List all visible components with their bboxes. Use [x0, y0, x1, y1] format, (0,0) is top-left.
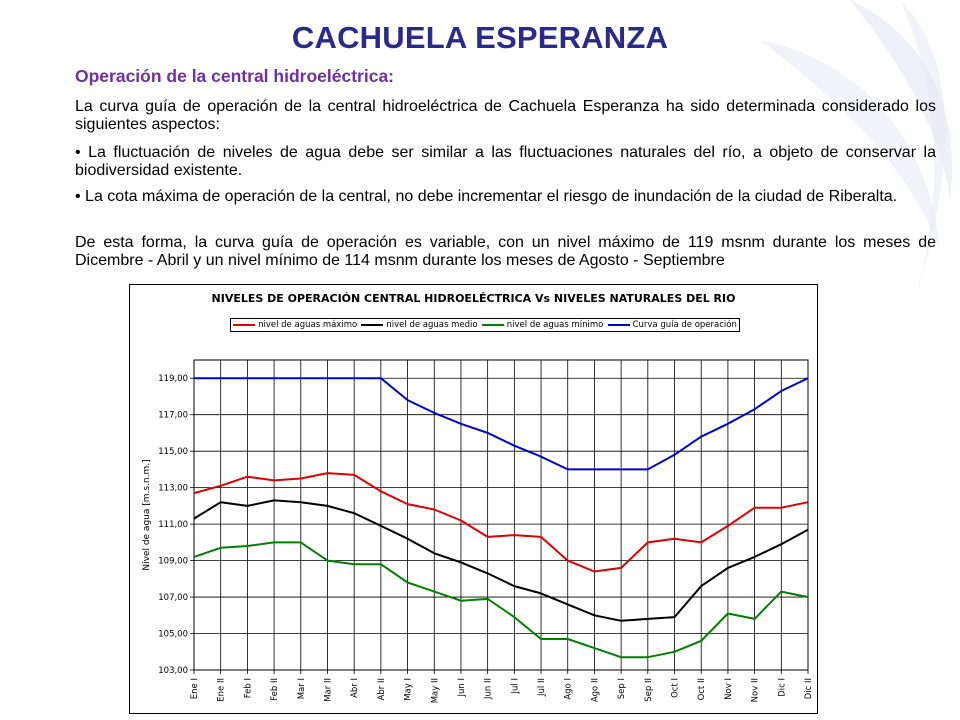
- x-tick-label: Feb I: [243, 678, 253, 698]
- legend-item-mean: nivel de aguas medio: [361, 320, 478, 330]
- plot-frame: [193, 359, 809, 671]
- y-tick-label: 115,00: [158, 447, 188, 457]
- x-tick-label: Dic I: [777, 678, 787, 697]
- legend-item-max: nivel de aguas máximo: [233, 320, 357, 330]
- chart-container: NIVELES DE OPERACIÓN CENTRAL HIDROELÉCTR…: [129, 284, 818, 714]
- series-line-mean: [193, 499, 809, 622]
- y-tick-label: 109,00: [158, 557, 188, 567]
- slide-title: CACHUELA ESPERANZA: [291, 20, 669, 55]
- y-axis-label: Nivel de agua [m.s.n.m.]: [142, 459, 152, 570]
- chart-title: NIVELES DE OPERACIÓN CENTRAL HIDROELÉCTR…: [211, 292, 736, 305]
- legend-item-guide: Curva guía de operación: [607, 320, 737, 330]
- bullet-biodiversity: • La fluctuación de niveles de agua debe…: [75, 144, 936, 179]
- x-tick-label: Abr II: [377, 678, 387, 700]
- paragraph-intro: La curva guía de operación de la central…: [75, 98, 936, 133]
- x-tick-label: Ene I: [190, 678, 200, 699]
- legend-label-max: nivel de aguas máximo: [258, 320, 358, 330]
- x-tick-label: Jun I: [457, 678, 467, 698]
- x-tick-label: Oct I: [671, 678, 681, 698]
- series-line-guide: [194, 377, 809, 471]
- y-tick-label: 103,00: [158, 666, 188, 676]
- y-tick-label: 107,00: [158, 593, 188, 603]
- legend-item-min: nivel de aguas mínimo: [481, 320, 604, 330]
- x-tick-label: May I: [404, 678, 414, 701]
- x-tick-label: Feb II: [270, 678, 280, 701]
- series-line-max: [193, 472, 809, 573]
- legend-swatch-max: [233, 324, 256, 326]
- x-tick-label: Sep II: [644, 678, 654, 702]
- series-line-min: [193, 541, 809, 659]
- x-tick-label: Ago I: [564, 678, 574, 700]
- x-tick-label: Jul I: [510, 678, 520, 694]
- x-tick-label: May II: [430, 678, 440, 703]
- x-tick-label: Abr I: [350, 678, 360, 698]
- paragraph-conclusion: De esta forma, la curva guía de operació…: [75, 234, 936, 269]
- y-tick-label: 113,00: [158, 484, 188, 494]
- x-tick-label: Mar II: [323, 678, 333, 702]
- legend-label-mean: nivel de aguas medio: [386, 320, 478, 330]
- x-tick-label: Mar I: [297, 678, 307, 699]
- chart-legend: nivel de aguas máximo nivel de aguas med…: [230, 318, 740, 332]
- x-tick-label: Nov II: [751, 678, 761, 702]
- y-tick-label: 111,00: [158, 520, 188, 530]
- x-tick-label: Ene II: [217, 678, 227, 702]
- chart-plot-area: 103,00 105,00 107,00 109,00 111,00 113,00 115,…: [142, 359, 814, 703]
- slide-subtitle: Operación de la central hidroeléctrica:: [75, 66, 394, 86]
- y-tick-label: 105,00: [158, 630, 188, 640]
- x-tick-label: Jul II: [537, 678, 547, 697]
- x-tick-label: Oct II: [697, 678, 707, 700]
- x-tick-label: Sep I: [617, 678, 627, 699]
- legend-label-guide: Curva guía de operación: [632, 320, 737, 330]
- legend-swatch-guide: [607, 324, 630, 326]
- x-tick-label: Ago II: [590, 678, 600, 702]
- x-tick-label: Nov I: [724, 678, 734, 700]
- y-tick-label: 119,00: [158, 374, 188, 384]
- x-tick-label: Dic II: [804, 678, 814, 699]
- legend-swatch-mean: [361, 324, 384, 326]
- y-tick-label: 117,00: [158, 411, 188, 421]
- legend-swatch-min: [481, 324, 504, 326]
- legend-label-min: nivel de aguas mínimo: [506, 320, 604, 330]
- bullet-flood-risk: • La cota máxima de operación de la cent…: [75, 188, 898, 205]
- x-tick-label: Jun II: [484, 678, 494, 700]
